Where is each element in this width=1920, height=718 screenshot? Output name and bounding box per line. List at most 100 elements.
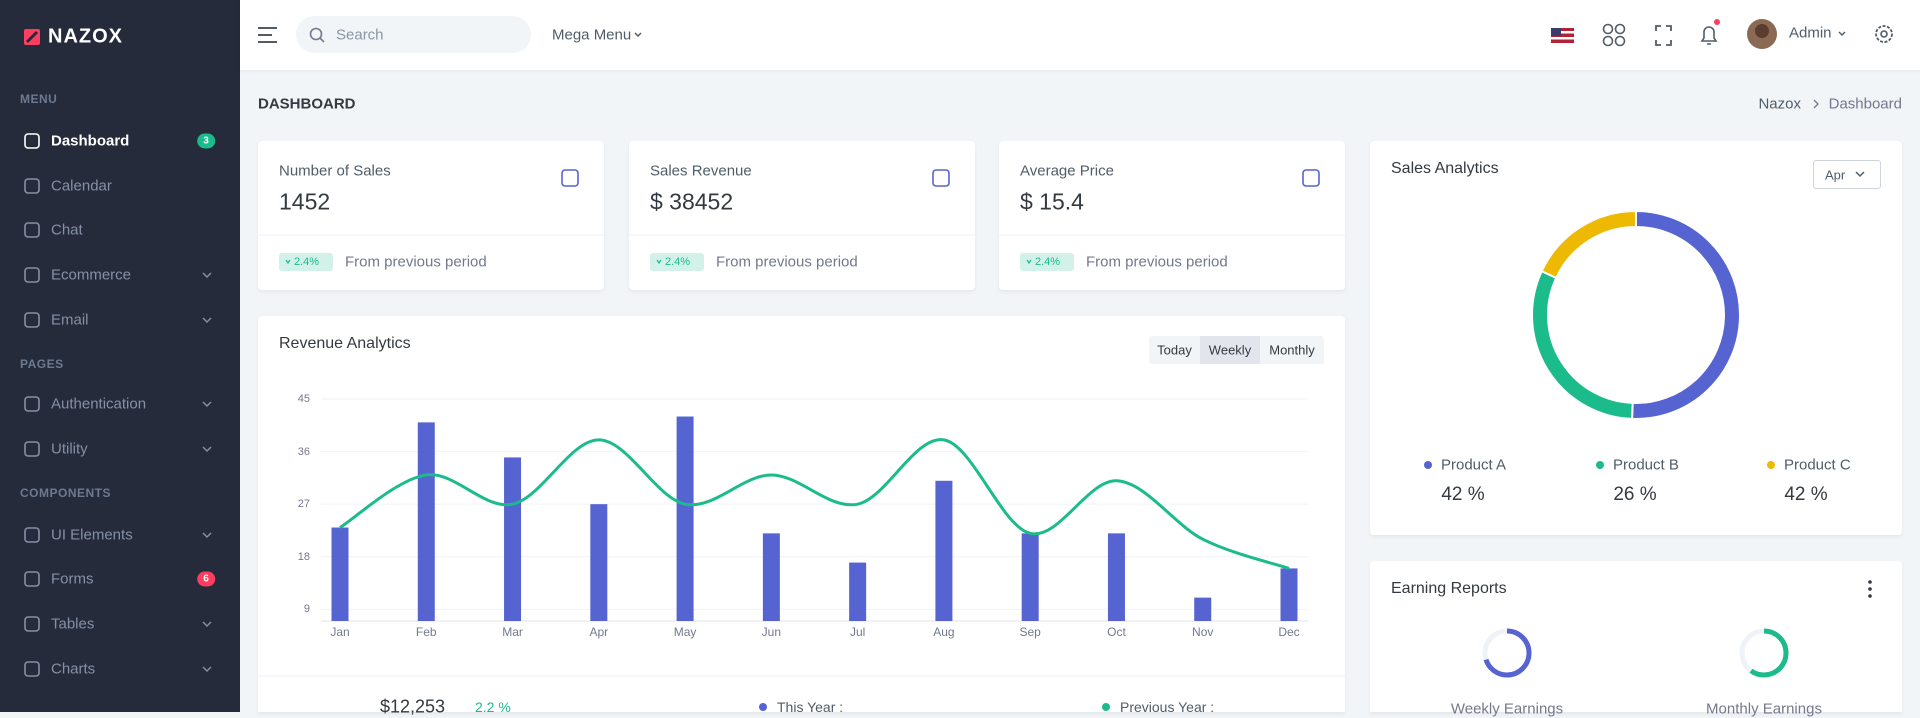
change-badge [1020,253,1074,271]
stat-value: $ 38452 [650,188,734,215]
sidebar-item-label[interactable]: Tables [51,615,95,633]
line [339,438,1290,570]
search-icon [309,27,323,41]
change-arrow [285,259,291,265]
stat-change: 2.4% [665,256,691,268]
legend-label: This Year : [777,699,844,715]
stat-change: 2.4% [294,256,320,268]
stat-icon [1302,169,1320,187]
sidebar-item-label[interactable]: Chat [51,221,83,239]
breadcrumb-item: Dashboard [1828,95,1902,113]
sidebar [0,0,240,712]
chevron [202,401,212,408]
x-tick-label: Jun [761,625,782,639]
sidebar-item-label[interactable]: Charts [51,660,96,678]
kebab-menu[interactable] [1868,587,1872,591]
chevron [202,621,212,628]
x-tick-label: Oct [1107,625,1126,639]
progress-ring [1739,628,1789,678]
range-button[interactable]: Weekly [1208,342,1252,358]
range-button[interactable]: Monthly [1269,342,1315,358]
legend-value: 42 % [1441,484,1485,505]
legend-dot [1596,461,1604,469]
sidebar-icon [24,222,40,238]
month-select-value[interactable]: Apr [1825,167,1846,183]
sidebar-section-title: MENU [20,92,58,106]
apps-icon[interactable] [1614,23,1626,35]
settings-icon [1880,30,1888,38]
sidebar-item-label[interactable]: Email [51,311,89,329]
y-tick-label: 27 [297,498,310,511]
avatar-face [1755,24,1769,38]
month-select[interactable] [1813,160,1881,189]
stat-note: From previous period [716,253,858,271]
kebab-menu[interactable] [1868,594,1872,598]
apps-icon[interactable] [1614,35,1626,47]
stat-value: 1452 [279,188,331,215]
range-button[interactable]: Today [1157,342,1192,358]
search-box[interactable] [296,16,531,53]
sidebar-icon [24,312,40,328]
brand: NAZOX [48,25,123,48]
brand-logo-cut [25,30,39,44]
sidebar-item-label[interactable]: Utility [51,440,88,458]
apps-icon[interactable] [1602,23,1614,35]
bar [1280,568,1298,621]
chevron [202,446,212,453]
sidebar-icon [24,571,40,587]
change-arrow [656,259,662,265]
sidebar-item-label[interactable]: Calendar [51,177,112,195]
bar [935,480,953,621]
sidebar-item-label[interactable]: Authentication [51,395,147,413]
card-title: Earning Reports [1391,580,1507,597]
earning-label: Monthly Earnings [1706,700,1822,718]
bar [590,504,608,621]
bar [1107,533,1125,621]
change-arrow [1026,259,1032,265]
bar [1194,597,1212,621]
chevron [202,666,212,673]
revenue-card [258,316,1345,712]
apps-icon[interactable] [1602,35,1614,47]
x-tick-label: Apr [589,625,609,639]
chevron [202,317,212,324]
summary-amount: $12,253 [380,696,446,717]
user-name[interactable]: Admin [1789,24,1832,42]
y-tick-label: 18 [297,550,310,563]
x-tick-label: Feb [415,625,437,639]
legend-dot [1767,461,1775,469]
bar [676,416,694,621]
sidebar-icon [24,267,40,283]
bar [417,422,435,621]
sidebar-badge: 6 [197,571,215,587]
x-tick-label: Aug [933,625,955,639]
search-placeholder[interactable]: Search [336,26,384,44]
chevron [634,32,642,38]
stat-note: From previous period [345,253,487,271]
card-title: Sales Analytics [1391,160,1499,177]
legend-label: Previous Year : [1120,699,1215,715]
mega-menu[interactable]: Mega Menu [552,26,632,44]
sidebar-item-label[interactable]: UI Elements [51,526,133,544]
card-title: Revenue Analytics [279,335,411,352]
breadcrumb-item[interactable]: Nazox [1758,95,1801,113]
settings-icon[interactable] [1875,25,1893,43]
stat-note: From previous period [1086,253,1228,271]
sidebar-item-label[interactable]: Ecommerce [51,266,132,284]
sidebar-icon [24,441,40,457]
fullscreen-icon[interactable] [1655,25,1672,46]
bell-icon[interactable] [1700,26,1718,45]
sidebar-icon [24,396,40,412]
sidebar-icon [24,527,40,543]
kebab-menu[interactable] [1868,580,1872,584]
sidebar-item-label[interactable]: Dashboard [51,132,130,150]
change-badge [279,253,333,271]
bar [762,533,780,621]
sidebar-item-label[interactable]: Forms [51,570,94,588]
chevron [1855,171,1865,178]
x-tick-label: May [673,625,697,639]
stat-icon [561,169,579,187]
x-tick-label: Jul [849,625,866,639]
